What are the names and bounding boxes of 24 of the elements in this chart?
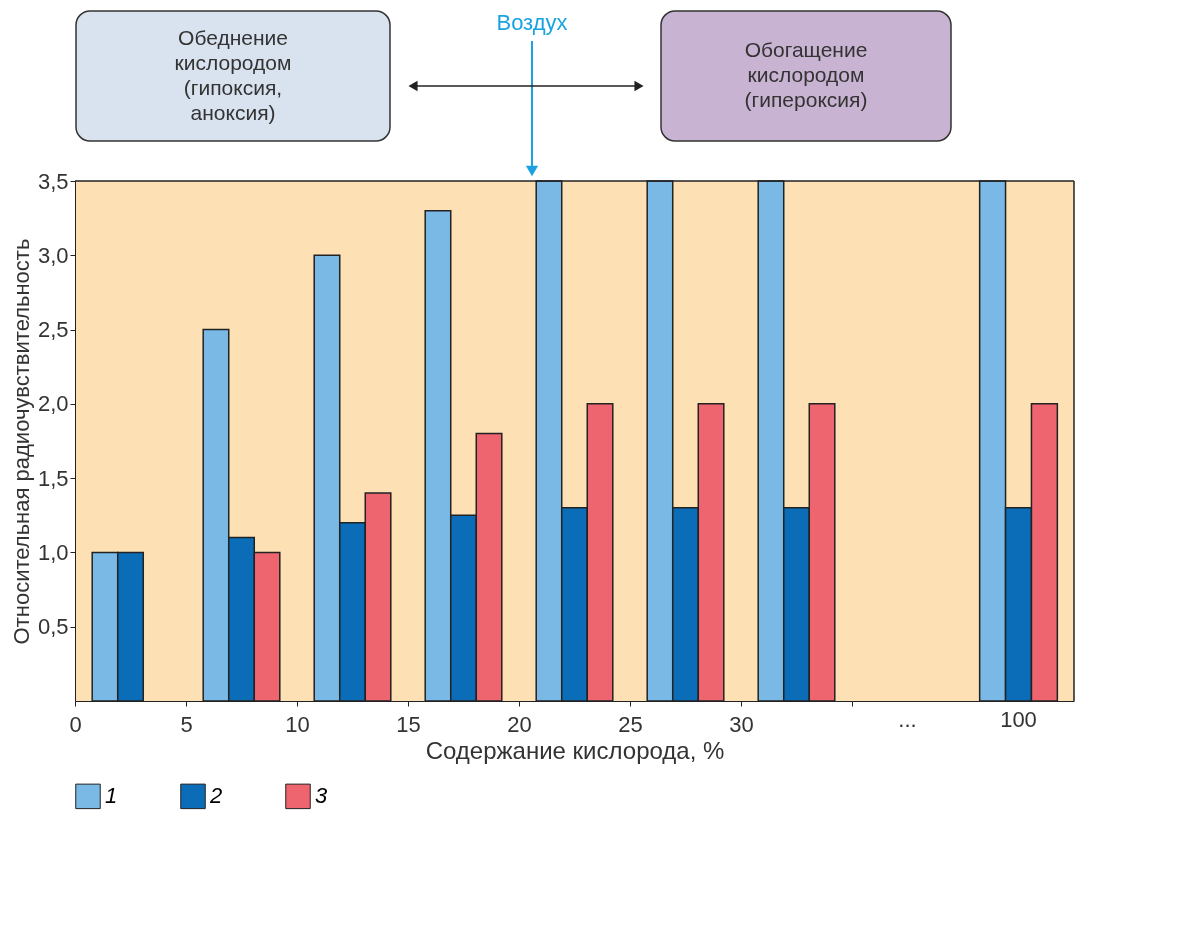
y-tick-label: 2,5 [37, 317, 69, 343]
y-axis-title: Относительная радиочувствительность [8, 238, 34, 645]
text: Воздух [496, 10, 568, 35]
x-tick-label: 30 [729, 711, 754, 737]
y-tick-label: 3,0 [37, 242, 69, 268]
y-tick-label: 3,5 [37, 168, 69, 194]
x-tick-label: 15 [396, 711, 421, 737]
legend-label: 3 [315, 783, 328, 809]
x-tick-label: ... [898, 706, 917, 732]
x-tick-label: 20 [507, 711, 532, 737]
y-tick-label: 1,5 [37, 465, 69, 491]
y-tick-label: 0,5 [37, 614, 69, 640]
legend-label: 1 [105, 783, 118, 809]
x-axis-title: Содержание кислорода, % [425, 736, 725, 764]
legend-label: 2 [209, 783, 223, 809]
y-tick-label: 2,0 [37, 391, 69, 417]
x-tick-label: 25 [618, 711, 643, 737]
x-tick-label: 10 [285, 711, 310, 737]
text: Обогащение кислородом (гипероксия) [744, 38, 868, 111]
x-tick-label: 100 [1000, 706, 1037, 732]
x-tick-label: 0 [69, 711, 82, 737]
x-tick-label: 5 [180, 711, 193, 737]
y-tick-label: 1,0 [37, 539, 69, 565]
text: Обеднение кислородом (гипоксия, аноксия) [174, 25, 292, 124]
